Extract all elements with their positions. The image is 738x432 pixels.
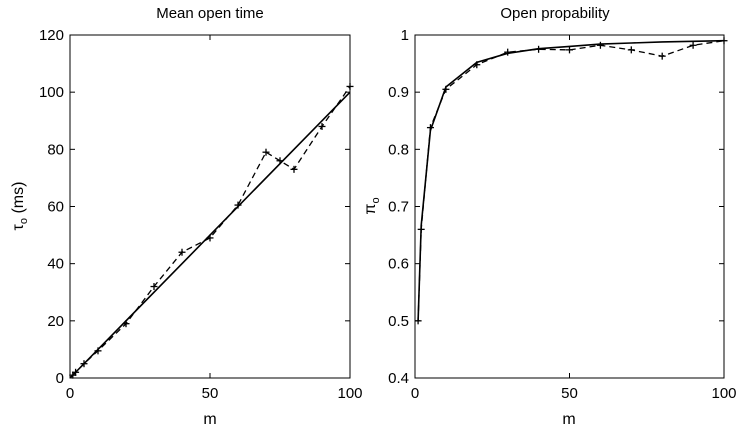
y-axis-label-unit: (ms) — [10, 182, 27, 218]
series-layer — [414, 37, 728, 325]
data-point-marker — [206, 234, 214, 242]
data-point-marker — [504, 48, 512, 56]
y-axis-label-symbol: τ — [10, 223, 27, 230]
y-tick-label: 20 — [47, 313, 64, 330]
y-tick-label: 0.6 — [388, 256, 409, 273]
y-tick-label: 0.5 — [388, 313, 409, 330]
chart-title: Open propability — [500, 5, 610, 22]
y-tick-label: 120 — [39, 27, 64, 44]
y-axis-label: τo (ms) — [10, 182, 30, 231]
data-point-marker — [535, 45, 543, 53]
x-axis-label: m — [562, 411, 575, 428]
chart-title: Mean open time — [156, 5, 264, 22]
y-tick-label: 0.7 — [388, 199, 409, 216]
data-point-marker — [150, 283, 158, 291]
data-point-marker — [276, 157, 284, 165]
data-point-marker — [318, 122, 326, 130]
y-ticks: 0 20 40 60 80 100 120 — [39, 27, 350, 387]
data-point-marker — [596, 41, 604, 49]
data-point-marker — [262, 148, 270, 156]
x-tick-label: 50 — [561, 385, 578, 402]
data-point-marker — [417, 225, 425, 233]
data-point-marker — [689, 41, 697, 49]
data-point-marker — [234, 201, 242, 209]
data-point-marker — [72, 368, 80, 376]
y-tick-label: 1 — [401, 27, 409, 44]
data-point-marker — [627, 46, 635, 54]
plot-frame — [414, 34, 725, 379]
series-solid-line — [417, 39, 725, 321]
series-dashed-line — [417, 40, 725, 321]
y-tick-label: 0 — [56, 370, 64, 387]
y-axis-label: πo — [362, 197, 382, 214]
x-tick-label: 0 — [411, 385, 419, 402]
x-axis-label: m — [203, 411, 216, 428]
y-tick-label: 60 — [47, 199, 64, 216]
data-point-marker — [346, 82, 354, 90]
y-ticks: 0.4 0.5 0.6 0.7 0.8 0.9 1 — [388, 27, 724, 387]
data-point-marker — [80, 360, 88, 368]
data-point-marker — [442, 85, 450, 93]
y-axis-label-subscript: o — [18, 218, 30, 224]
x-tick-label: 100 — [337, 385, 362, 402]
x-tick-label: 0 — [66, 385, 74, 402]
data-point-marker — [414, 317, 422, 325]
series-dashed-line — [72, 86, 351, 376]
x-ticks: 0 50 100 — [411, 35, 737, 402]
data-point-marker — [290, 165, 298, 173]
x-tick-label: 100 — [711, 385, 736, 402]
data-point-marker — [178, 248, 186, 256]
data-point-marker — [426, 124, 434, 132]
y-tick-label: 100 — [39, 84, 64, 101]
data-point-marker — [473, 61, 481, 69]
chart-open-propability: Open propability 0 50 100 0.40.50.60.70.80… — [362, 5, 737, 428]
y-tick-label: 40 — [47, 256, 64, 273]
data-point-marker — [658, 52, 666, 60]
data-point-marker — [94, 347, 102, 355]
y-tick-label: 0.4 — [388, 370, 409, 387]
y-tick-label: 80 — [47, 141, 64, 158]
data-point-marker — [720, 37, 728, 45]
y-axis-label-subscript: o — [370, 197, 382, 203]
series-layer — [69, 82, 354, 379]
x-tick-label: 50 — [202, 385, 219, 402]
plot-frame — [69, 34, 351, 379]
data-point-marker — [566, 46, 573, 54]
y-axis-label-symbol: π — [362, 204, 379, 215]
y-tick-label: 0.9 — [388, 84, 409, 101]
data-point-marker — [122, 320, 130, 328]
y-tick-label: 0.8 — [388, 141, 409, 158]
x-ticks: 0 50 100 — [66, 35, 363, 402]
